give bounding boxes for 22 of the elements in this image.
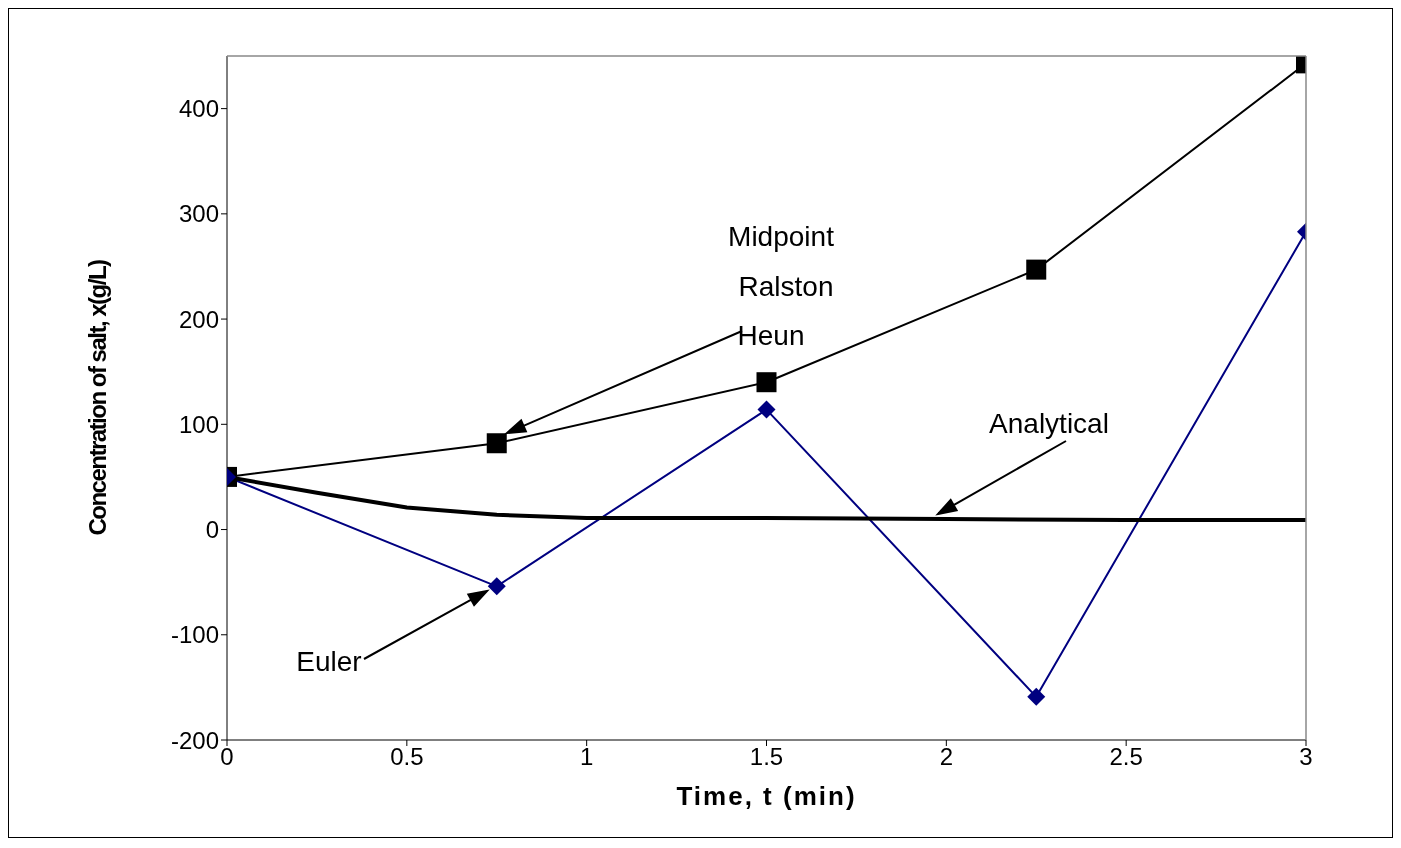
y-axis-title: Concentration of salt, x(g/L) (83, 259, 111, 536)
annotation: Analytical (989, 408, 1109, 440)
y-tick-label: 300 (178, 200, 219, 228)
x-tick-label: 2 (939, 743, 954, 771)
y-tick-label: 0 (205, 516, 219, 544)
annotation: Heun (737, 320, 805, 352)
x-tick-label: 3 (1299, 743, 1313, 771)
annotation: Midpoint (728, 221, 835, 253)
y-tick-label: 100 (178, 410, 219, 438)
x-tick-label: 1 (579, 743, 594, 771)
point (756, 372, 777, 393)
y-tick-label: -200 (170, 726, 219, 754)
x-tick-label: 2.5 (1109, 743, 1143, 771)
annotation: Ralston (738, 271, 834, 303)
x-axis-title: Time, t (min) (676, 781, 857, 811)
x-tick-label: 0.5 (390, 743, 424, 771)
point (757, 400, 776, 419)
y-tick-label: 200 (178, 305, 219, 333)
x-tick-label: 1.5 (749, 743, 784, 771)
annotation: Euler (296, 646, 362, 678)
y-tick-label: -100 (170, 621, 219, 649)
y-tick-label: 400 (178, 95, 219, 123)
